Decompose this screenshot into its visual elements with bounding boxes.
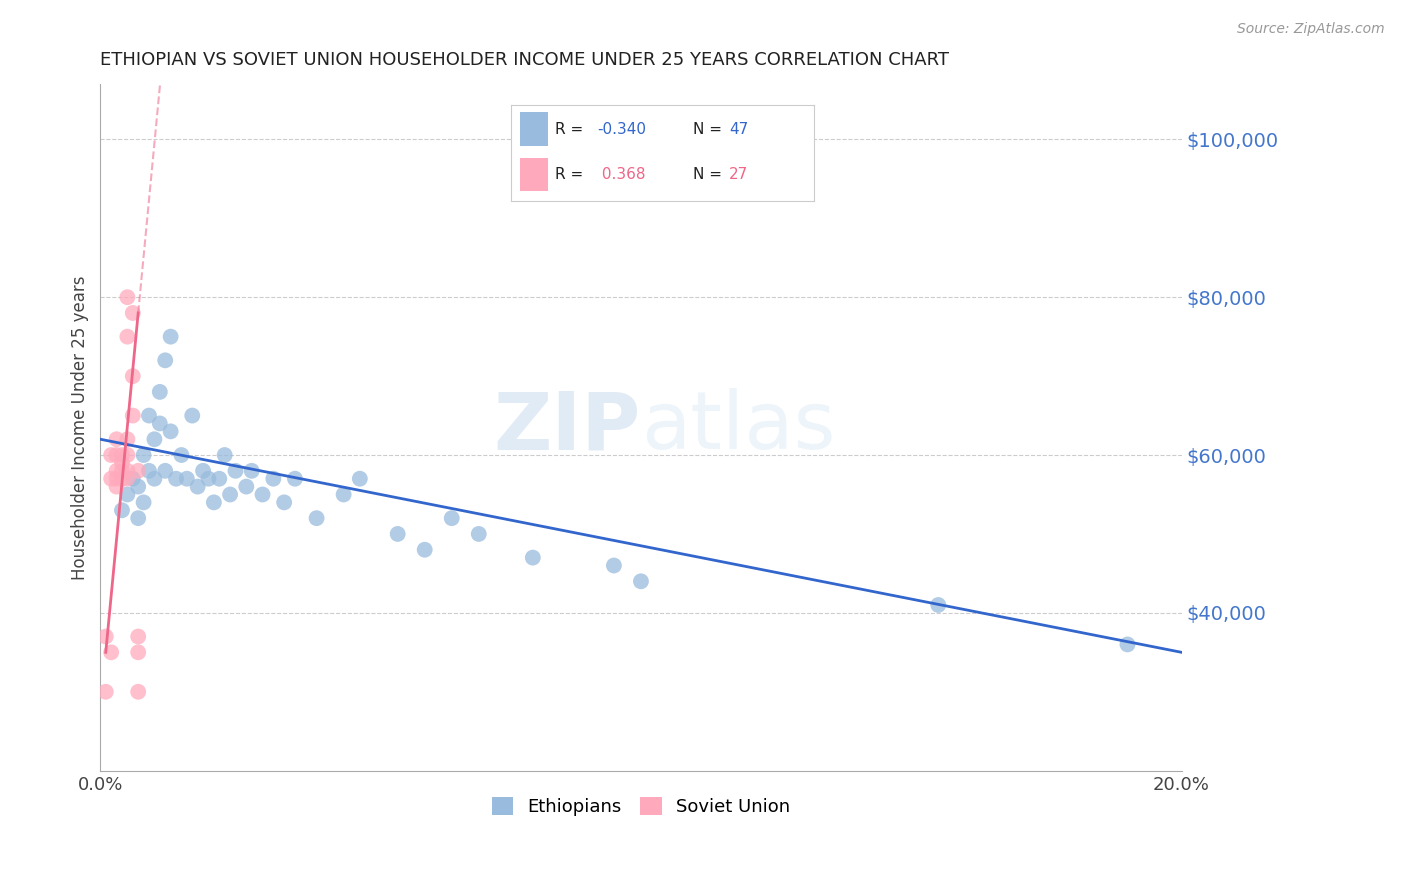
Point	[127, 464, 149, 478]
Text: atlas: atlas	[641, 388, 835, 467]
Point	[94, 630, 117, 644]
Point	[202, 495, 225, 509]
Point	[111, 464, 134, 478]
Point	[603, 558, 626, 573]
Point	[117, 464, 139, 478]
Point	[1116, 637, 1139, 651]
Point	[413, 542, 436, 557]
Legend: Ethiopians, Soviet Union: Ethiopians, Soviet Union	[485, 790, 797, 823]
Point	[127, 685, 149, 699]
Point	[235, 480, 257, 494]
Point	[105, 432, 128, 446]
Point	[208, 472, 231, 486]
Point	[138, 409, 160, 423]
Point	[522, 550, 544, 565]
Point	[117, 472, 139, 486]
Point	[332, 487, 354, 501]
Point	[187, 480, 209, 494]
Point	[111, 472, 134, 486]
Point	[191, 464, 214, 478]
Point	[927, 598, 949, 612]
Point	[117, 487, 139, 501]
Point	[197, 472, 219, 486]
Point	[111, 503, 134, 517]
Point	[176, 472, 198, 486]
Point	[121, 369, 143, 384]
Point	[305, 511, 328, 525]
Point	[149, 417, 172, 431]
Point	[138, 464, 160, 478]
Point	[143, 472, 166, 486]
Point	[127, 630, 149, 644]
Point	[100, 472, 122, 486]
Point	[159, 329, 181, 343]
Point	[224, 464, 246, 478]
Point	[117, 290, 139, 304]
Point	[240, 464, 263, 478]
Point	[117, 448, 139, 462]
Point	[252, 487, 274, 501]
Point	[219, 487, 242, 501]
Point	[165, 472, 187, 486]
Point	[105, 480, 128, 494]
Point	[100, 645, 122, 659]
Point	[170, 448, 193, 462]
Point	[132, 448, 155, 462]
Point	[105, 448, 128, 462]
Point	[127, 480, 149, 494]
Point	[121, 472, 143, 486]
Point	[273, 495, 295, 509]
Point	[181, 409, 204, 423]
Point	[440, 511, 463, 525]
Point	[105, 472, 128, 486]
Point	[111, 448, 134, 462]
Point	[100, 448, 122, 462]
Point	[155, 353, 177, 368]
Point	[155, 464, 177, 478]
Point	[630, 574, 652, 589]
Point	[349, 472, 371, 486]
Point	[262, 472, 284, 486]
Point	[387, 527, 409, 541]
Point	[127, 645, 149, 659]
Point	[284, 472, 307, 486]
Text: ETHIOPIAN VS SOVIET UNION HOUSEHOLDER INCOME UNDER 25 YEARS CORRELATION CHART: ETHIOPIAN VS SOVIET UNION HOUSEHOLDER IN…	[100, 51, 949, 69]
Text: Source: ZipAtlas.com: Source: ZipAtlas.com	[1237, 22, 1385, 37]
Point	[143, 432, 166, 446]
Point	[121, 409, 143, 423]
Point	[214, 448, 236, 462]
Point	[117, 432, 139, 446]
Point	[132, 495, 155, 509]
Point	[117, 329, 139, 343]
Point	[105, 464, 128, 478]
Text: ZIP: ZIP	[494, 388, 641, 467]
Point	[111, 456, 134, 470]
Point	[149, 384, 172, 399]
Point	[94, 685, 117, 699]
Point	[159, 425, 181, 439]
Point	[121, 306, 143, 320]
Point	[127, 511, 149, 525]
Point	[468, 527, 491, 541]
Y-axis label: Householder Income Under 25 years: Householder Income Under 25 years	[72, 275, 89, 580]
